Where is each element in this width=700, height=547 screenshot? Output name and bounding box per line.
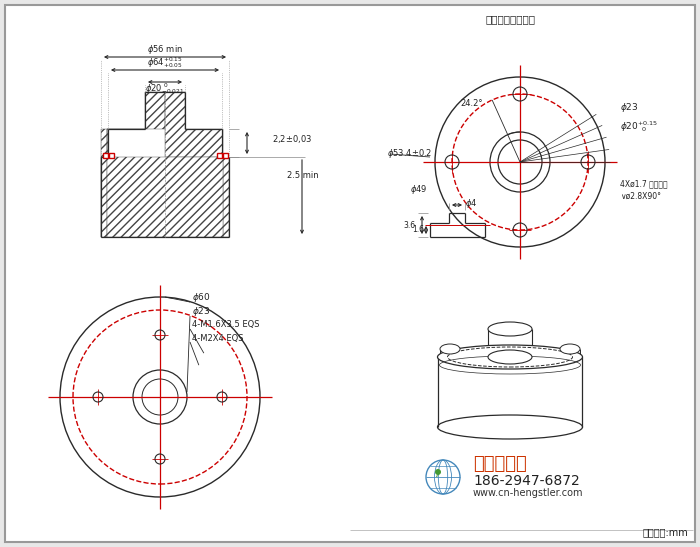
Polygon shape <box>107 157 223 237</box>
Text: 动盘轴向螺栓安装: 动盘轴向螺栓安装 <box>485 14 535 24</box>
Text: 3.6: 3.6 <box>404 220 416 230</box>
Ellipse shape <box>488 350 532 364</box>
Text: $\phi$49: $\phi$49 <box>410 183 428 196</box>
Ellipse shape <box>447 347 573 367</box>
Bar <box>102 153 108 158</box>
Text: $\phi$56 min: $\phi$56 min <box>147 44 183 56</box>
Bar <box>438 357 583 427</box>
Text: www.cn-hengstler.com: www.cn-hengstler.com <box>473 488 584 498</box>
Polygon shape <box>101 129 108 237</box>
Ellipse shape <box>440 344 460 354</box>
Text: ✓: ✓ <box>435 473 441 479</box>
Text: 4-M1.6X3.5 EQS: 4-M1.6X3.5 EQS <box>192 319 260 329</box>
Text: $\phi$64$^{+0.15}_{+0.05}$: $\phi$64$^{+0.15}_{+0.05}$ <box>147 56 183 71</box>
Bar <box>223 153 228 158</box>
Ellipse shape <box>438 415 582 439</box>
Text: 4Xø1.7 均匀分布: 4Xø1.7 均匀分布 <box>620 179 668 189</box>
Text: $\phi$4: $\phi$4 <box>465 196 477 210</box>
Text: $\phi$60: $\phi$60 <box>192 290 211 304</box>
Polygon shape <box>223 157 229 237</box>
Text: 尺寸单位:mm: 尺寸单位:mm <box>643 527 688 537</box>
Ellipse shape <box>488 322 532 336</box>
Text: 4-M2X4 EQS: 4-M2X4 EQS <box>192 334 244 342</box>
Text: 186-2947-6872: 186-2947-6872 <box>473 474 580 488</box>
Ellipse shape <box>438 345 582 369</box>
Polygon shape <box>101 157 107 237</box>
Text: $\phi$23: $\phi$23 <box>620 101 638 113</box>
Circle shape <box>435 469 441 475</box>
Text: ∨ø2.8X90°: ∨ø2.8X90° <box>620 191 661 201</box>
Text: $\phi$20$^{\ 0}_{-0.021}$: $\phi$20$^{\ 0}_{-0.021}$ <box>146 82 185 96</box>
Text: 2.5 min: 2.5 min <box>287 171 318 179</box>
Text: 24.2°: 24.2° <box>461 100 483 108</box>
Bar <box>216 153 221 158</box>
Polygon shape <box>107 92 165 157</box>
Bar <box>108 153 113 158</box>
Text: $\phi$20$^{+0.15}_{\ \ 0}$: $\phi$20$^{+0.15}_{\ \ 0}$ <box>620 120 658 135</box>
Text: $\phi$23: $\phi$23 <box>192 305 211 317</box>
Text: $\phi$53.4$\pm$0.2: $\phi$53.4$\pm$0.2 <box>387 148 432 160</box>
Polygon shape <box>165 92 223 157</box>
Ellipse shape <box>560 344 580 354</box>
Text: 西安德伍拓: 西安德伍拓 <box>473 455 526 473</box>
Text: 1.6: 1.6 <box>412 225 424 235</box>
Text: 2,2$\pm$0,03: 2,2$\pm$0,03 <box>272 133 312 145</box>
